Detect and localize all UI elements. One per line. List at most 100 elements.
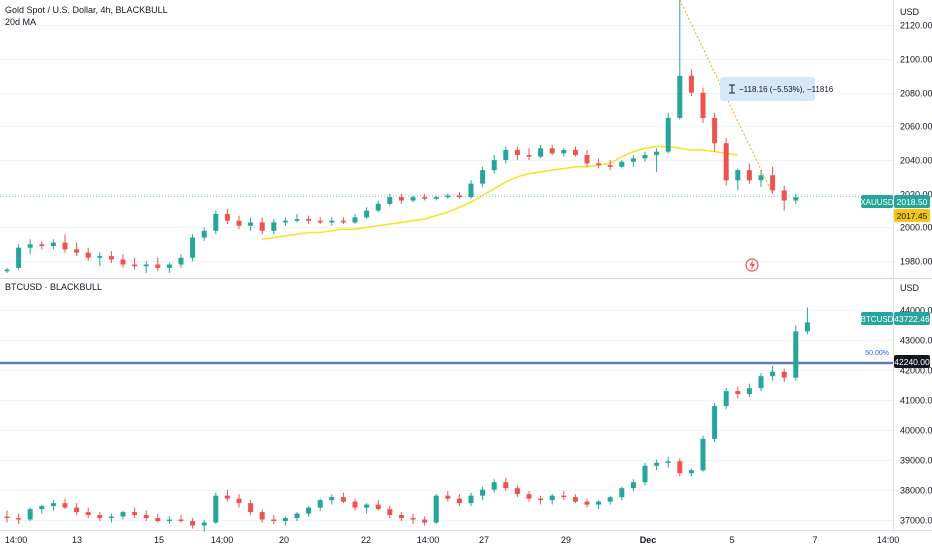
level-price-badge[interactable]: 42240.00 (894, 355, 930, 368)
gold-candle[interactable] (538, 144, 544, 159)
btc-candle[interactable] (398, 512, 404, 522)
btc-candle[interactable] (561, 491, 567, 501)
gold-candle[interactable] (468, 180, 474, 199)
btc-candle[interactable] (433, 494, 439, 525)
btc-symbol-badge[interactable]: BTCUSD (861, 312, 894, 325)
btc-candle[interactable] (364, 503, 370, 514)
gold-candle[interactable] (306, 215, 312, 225)
gold-candle[interactable] (120, 254, 126, 268)
btc-candle[interactable] (224, 489, 230, 502)
gold-candle[interactable] (62, 234, 68, 253)
gold-candle[interactable] (236, 215, 242, 230)
btc-candle[interactable] (317, 498, 323, 511)
btc-currency-label[interactable]: USD (900, 283, 920, 293)
btc-candle[interactable] (282, 516, 288, 526)
btc-candle[interactable] (62, 498, 68, 510)
gold-candle[interactable] (143, 261, 149, 273)
gold-candle[interactable] (688, 69, 694, 97)
btc-candle[interactable] (248, 500, 254, 516)
gold-candle[interactable] (248, 217, 254, 231)
gold-candle[interactable] (224, 208, 230, 225)
gold-candle[interactable] (561, 148, 567, 157)
btc-candle[interactable] (793, 325, 799, 381)
btc-candle[interactable] (746, 383, 752, 398)
gold-candle[interactable] (654, 148, 660, 172)
gold-ma-price-badge[interactable]: 2017.45 (894, 209, 930, 222)
btc-candle[interactable] (712, 403, 718, 442)
btc-candle[interactable] (549, 494, 555, 505)
btc-candle[interactable] (526, 491, 532, 502)
gold-candle[interactable] (514, 146, 520, 161)
gold-candle[interactable] (201, 227, 207, 241)
btc-candle[interactable] (770, 365, 776, 381)
btc-candle[interactable] (329, 494, 335, 505)
gold-symbol-badge[interactable]: XAUUSD (860, 195, 894, 208)
gold-candle[interactable] (422, 193, 428, 201)
gold-candle[interactable] (735, 168, 741, 191)
gold-candle[interactable] (27, 239, 33, 255)
btc-candle[interactable] (677, 458, 683, 477)
gold-ma-line[interactable] (262, 145, 738, 241)
btc-candle[interactable] (468, 492, 474, 507)
btc-candle[interactable] (804, 307, 810, 335)
btc-candle[interactable] (642, 462, 648, 486)
gold-candle[interactable] (294, 213, 300, 223)
gold-currency-label[interactable]: USD (900, 7, 920, 17)
gold-candle[interactable] (387, 193, 393, 206)
btc-candle[interactable] (735, 386, 741, 399)
btc-candle[interactable] (155, 513, 161, 523)
btc-candle[interactable] (97, 512, 103, 522)
gold-candle[interactable] (619, 160, 625, 169)
btc-candle[interactable] (352, 498, 358, 511)
gold-candle[interactable] (607, 160, 613, 171)
btc-candle[interactable] (340, 492, 346, 504)
time-axis[interactable]: 14:00 13 15 14:00 20 22 14:00 27 29 Dec 5 7 14:00 (5, 535, 900, 545)
btc-candle[interactable] (190, 518, 196, 529)
btc-candle[interactable] (74, 503, 80, 516)
gold-candle[interactable] (630, 155, 636, 167)
gold-candle[interactable] (712, 112, 718, 152)
gold-candle[interactable] (781, 185, 787, 211)
gold-candle[interactable] (271, 219, 277, 235)
gold-candle[interactable] (526, 148, 532, 161)
btc-candle[interactable] (39, 504, 45, 514)
gold-candle[interactable] (190, 234, 196, 262)
btc-candle[interactable] (688, 468, 694, 477)
btc-candle[interactable] (294, 512, 300, 522)
btc-candle[interactable] (584, 498, 590, 508)
btc-candle[interactable] (503, 477, 509, 492)
horizontal-level-line[interactable] (0, 361, 893, 366)
gold-candle[interactable] (480, 166, 486, 188)
btc-candle[interactable] (166, 516, 172, 525)
btc-candle[interactable] (143, 510, 149, 522)
btc-candle[interactable] (781, 368, 787, 383)
btc-candle[interactable] (27, 507, 33, 522)
gold-candle[interactable] (50, 239, 56, 250)
gold-candle[interactable] (456, 192, 462, 199)
btc-candle[interactable] (723, 388, 729, 410)
gold-candle[interactable] (410, 195, 416, 203)
btc-candle[interactable] (387, 506, 393, 519)
lightning-icon[interactable] (745, 258, 759, 272)
measure-tooltip[interactable]: −118.16 (−5.53%), −11816 (720, 77, 834, 101)
btc-candle[interactable] (422, 516, 428, 526)
btc-candle[interactable] (514, 485, 520, 498)
btc-candle[interactable] (201, 519, 207, 532)
btc-candle[interactable] (410, 513, 416, 525)
btc-candle[interactable] (375, 500, 381, 511)
gold-candle[interactable] (677, 0, 683, 120)
btc-candle[interactable] (700, 435, 706, 472)
btc-candle[interactable] (120, 510, 126, 520)
gold-candle[interactable] (259, 217, 265, 235)
btc-candle[interactable] (50, 500, 56, 511)
btc-candle[interactable] (654, 459, 660, 471)
btc-candle[interactable] (665, 456, 671, 468)
gold-candle[interactable] (572, 146, 578, 157)
gold-candle[interactable] (723, 138, 729, 186)
gold-candle[interactable] (4, 267, 10, 273)
gold-candle[interactable] (39, 240, 45, 250)
btc-candle[interactable] (85, 507, 91, 519)
btc-candle[interactable] (445, 491, 451, 502)
gold-candle[interactable] (108, 251, 114, 263)
